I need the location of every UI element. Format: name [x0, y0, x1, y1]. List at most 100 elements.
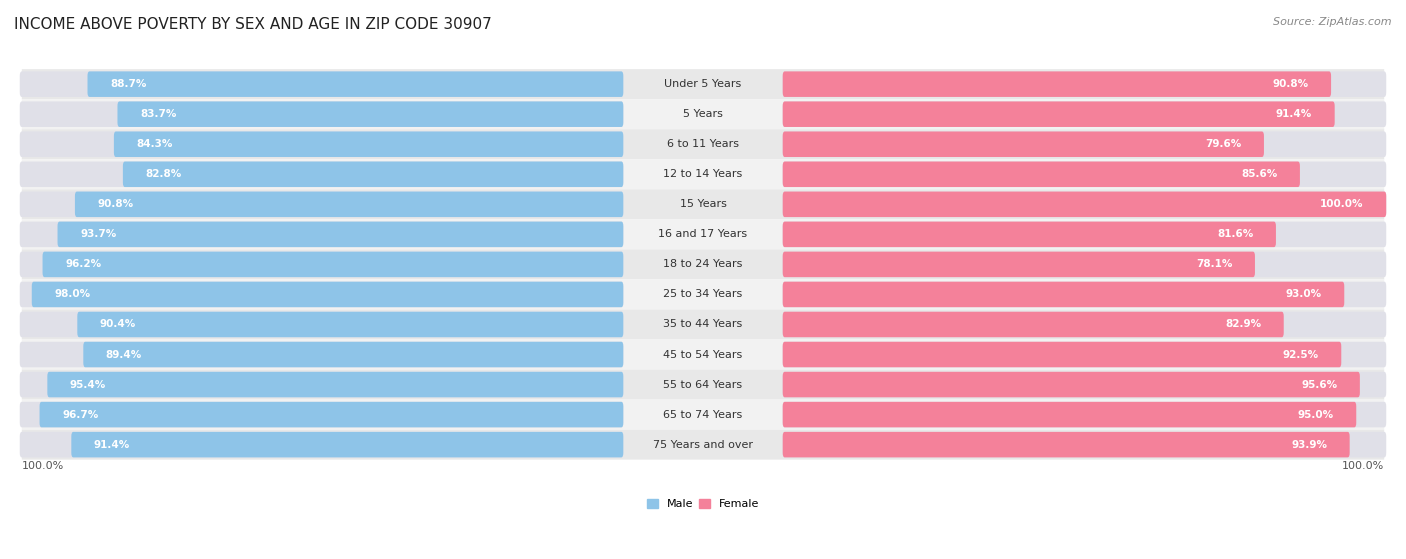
- FancyBboxPatch shape: [783, 282, 1344, 307]
- Text: 18 to 24 Years: 18 to 24 Years: [664, 259, 742, 269]
- FancyBboxPatch shape: [783, 342, 1341, 367]
- FancyBboxPatch shape: [20, 131, 623, 157]
- Text: 93.0%: 93.0%: [1285, 290, 1322, 300]
- FancyBboxPatch shape: [783, 402, 1386, 427]
- FancyBboxPatch shape: [22, 310, 1384, 339]
- FancyBboxPatch shape: [783, 402, 1357, 427]
- FancyBboxPatch shape: [783, 101, 1386, 127]
- FancyBboxPatch shape: [77, 312, 623, 337]
- FancyBboxPatch shape: [20, 402, 623, 427]
- FancyBboxPatch shape: [22, 249, 1384, 280]
- FancyBboxPatch shape: [20, 312, 623, 337]
- Text: 100.0%: 100.0%: [1341, 461, 1384, 471]
- FancyBboxPatch shape: [783, 372, 1386, 397]
- FancyBboxPatch shape: [22, 159, 1384, 190]
- Text: 90.4%: 90.4%: [100, 320, 136, 329]
- FancyBboxPatch shape: [20, 101, 623, 127]
- FancyBboxPatch shape: [72, 432, 623, 457]
- FancyBboxPatch shape: [783, 221, 1275, 247]
- FancyBboxPatch shape: [783, 162, 1301, 187]
- Text: 5 Years: 5 Years: [683, 109, 723, 119]
- Text: 93.9%: 93.9%: [1291, 439, 1327, 449]
- FancyBboxPatch shape: [783, 252, 1386, 277]
- Text: 16 and 17 Years: 16 and 17 Years: [658, 229, 748, 239]
- FancyBboxPatch shape: [32, 282, 623, 307]
- FancyBboxPatch shape: [783, 432, 1386, 457]
- Text: 96.7%: 96.7%: [62, 410, 98, 420]
- FancyBboxPatch shape: [783, 162, 1386, 187]
- Text: 83.7%: 83.7%: [141, 109, 176, 119]
- FancyBboxPatch shape: [75, 192, 623, 217]
- FancyBboxPatch shape: [87, 72, 623, 97]
- Text: 91.4%: 91.4%: [94, 439, 129, 449]
- FancyBboxPatch shape: [783, 101, 1334, 127]
- FancyBboxPatch shape: [20, 162, 623, 187]
- Text: 85.6%: 85.6%: [1241, 169, 1278, 179]
- FancyBboxPatch shape: [783, 72, 1331, 97]
- FancyBboxPatch shape: [22, 219, 1384, 249]
- FancyBboxPatch shape: [122, 162, 623, 187]
- FancyBboxPatch shape: [83, 342, 623, 367]
- Text: 90.8%: 90.8%: [1272, 79, 1309, 89]
- Text: 95.0%: 95.0%: [1298, 410, 1334, 420]
- FancyBboxPatch shape: [783, 221, 1386, 247]
- Text: 75 Years and over: 75 Years and over: [652, 439, 754, 449]
- FancyBboxPatch shape: [783, 131, 1386, 157]
- Text: 45 to 54 Years: 45 to 54 Years: [664, 349, 742, 359]
- Text: Under 5 Years: Under 5 Years: [665, 79, 741, 89]
- Text: Source: ZipAtlas.com: Source: ZipAtlas.com: [1274, 17, 1392, 27]
- FancyBboxPatch shape: [20, 342, 623, 367]
- FancyBboxPatch shape: [20, 372, 623, 397]
- Text: INCOME ABOVE POVERTY BY SEX AND AGE IN ZIP CODE 30907: INCOME ABOVE POVERTY BY SEX AND AGE IN Z…: [14, 17, 492, 32]
- FancyBboxPatch shape: [783, 372, 1360, 397]
- FancyBboxPatch shape: [42, 252, 623, 277]
- FancyBboxPatch shape: [20, 252, 623, 277]
- FancyBboxPatch shape: [22, 369, 1384, 400]
- Text: 98.0%: 98.0%: [55, 290, 90, 300]
- FancyBboxPatch shape: [39, 402, 623, 427]
- FancyBboxPatch shape: [118, 101, 623, 127]
- FancyBboxPatch shape: [22, 69, 1384, 99]
- FancyBboxPatch shape: [20, 192, 623, 217]
- Text: 84.3%: 84.3%: [136, 139, 173, 149]
- FancyBboxPatch shape: [48, 372, 623, 397]
- FancyBboxPatch shape: [783, 192, 1386, 217]
- FancyBboxPatch shape: [783, 342, 1386, 367]
- FancyBboxPatch shape: [22, 280, 1384, 310]
- Text: 65 to 74 Years: 65 to 74 Years: [664, 410, 742, 420]
- FancyBboxPatch shape: [783, 312, 1284, 337]
- Text: 92.5%: 92.5%: [1282, 349, 1319, 359]
- FancyBboxPatch shape: [783, 432, 1350, 457]
- Text: 90.8%: 90.8%: [97, 200, 134, 209]
- FancyBboxPatch shape: [22, 99, 1384, 129]
- Text: 96.2%: 96.2%: [65, 259, 101, 269]
- FancyBboxPatch shape: [20, 432, 623, 457]
- Text: 100.0%: 100.0%: [1320, 200, 1364, 209]
- Text: 81.6%: 81.6%: [1218, 229, 1254, 239]
- FancyBboxPatch shape: [114, 131, 623, 157]
- FancyBboxPatch shape: [783, 131, 1264, 157]
- FancyBboxPatch shape: [58, 221, 623, 247]
- Legend: Male, Female: Male, Female: [643, 495, 763, 514]
- FancyBboxPatch shape: [20, 221, 623, 247]
- FancyBboxPatch shape: [22, 190, 1384, 219]
- FancyBboxPatch shape: [783, 192, 1386, 217]
- Text: 55 to 64 Years: 55 to 64 Years: [664, 380, 742, 390]
- Text: 95.6%: 95.6%: [1301, 380, 1337, 390]
- FancyBboxPatch shape: [783, 72, 1386, 97]
- Text: 78.1%: 78.1%: [1197, 259, 1233, 269]
- Text: 12 to 14 Years: 12 to 14 Years: [664, 169, 742, 179]
- FancyBboxPatch shape: [783, 312, 1386, 337]
- Text: 25 to 34 Years: 25 to 34 Years: [664, 290, 742, 300]
- FancyBboxPatch shape: [22, 339, 1384, 369]
- Text: 35 to 44 Years: 35 to 44 Years: [664, 320, 742, 329]
- FancyBboxPatch shape: [22, 129, 1384, 159]
- Text: 95.4%: 95.4%: [70, 380, 105, 390]
- FancyBboxPatch shape: [22, 400, 1384, 430]
- Text: 82.9%: 82.9%: [1225, 320, 1261, 329]
- FancyBboxPatch shape: [20, 282, 623, 307]
- FancyBboxPatch shape: [783, 282, 1386, 307]
- Text: 79.6%: 79.6%: [1205, 139, 1241, 149]
- FancyBboxPatch shape: [20, 72, 623, 97]
- Text: 6 to 11 Years: 6 to 11 Years: [666, 139, 740, 149]
